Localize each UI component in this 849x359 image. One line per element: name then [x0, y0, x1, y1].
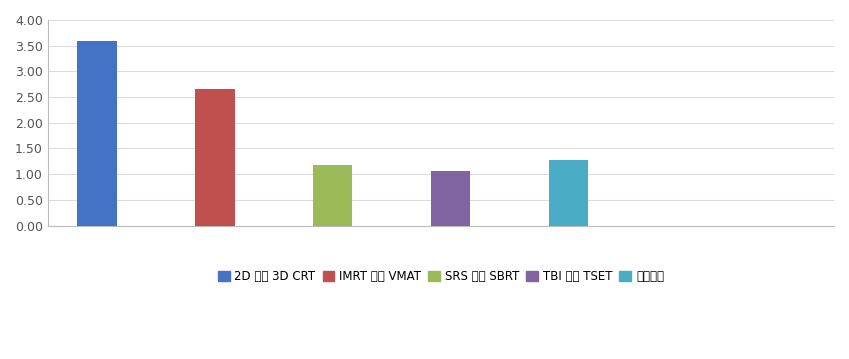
Legend: 2D 또는 3D CRT, IMRT 또는 VMAT, SRS 또는 SBRT, TBI 또는 TSET, 근접치료: 2D 또는 3D CRT, IMRT 또는 VMAT, SRS 또는 SBRT,…	[216, 268, 666, 285]
Bar	[195, 89, 234, 225]
Bar	[431, 171, 470, 225]
Bar	[313, 165, 352, 225]
Bar	[77, 41, 116, 225]
Bar	[549, 160, 588, 225]
